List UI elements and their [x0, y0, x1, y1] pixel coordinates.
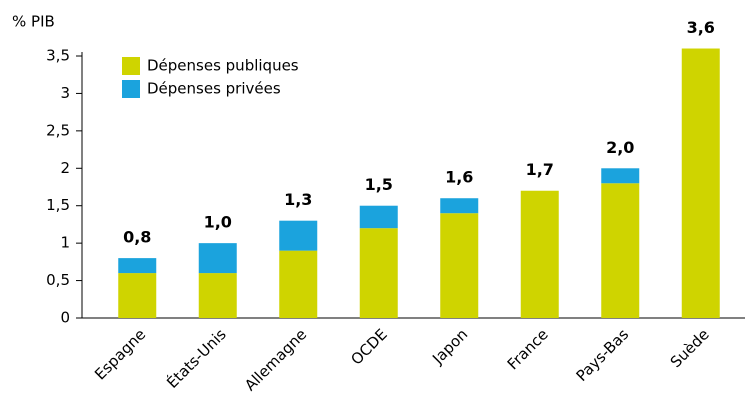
x-tick-label: Allemagne: [241, 325, 310, 394]
bar-segment: [601, 168, 640, 184]
y-tick-label: 3: [60, 84, 70, 102]
y-tick-label: 0,5: [46, 271, 70, 289]
bar-segment: [601, 183, 640, 318]
value-label: 2,0: [606, 138, 634, 157]
y-tick-label: 0: [60, 309, 70, 327]
bar-segment: [681, 48, 720, 319]
bar-segment: [279, 250, 318, 318]
x-tick-label: Pays-Bas: [573, 325, 633, 385]
y-tick-label: 1: [60, 234, 70, 252]
value-label: 1,0: [204, 213, 232, 232]
x-tick-label: Espagne: [91, 325, 149, 383]
y-axis-label: % PIB: [12, 13, 55, 31]
bar-segment: [520, 190, 559, 318]
y-tick-label: 3,5: [46, 47, 70, 65]
x-tick-label: Suède: [667, 325, 713, 371]
legend-label: Dépenses privées: [147, 80, 281, 98]
value-label: 1,3: [284, 190, 312, 209]
bar-segment: [359, 228, 398, 318]
legend-label: Dépenses publiques: [147, 57, 299, 75]
x-tick-label: France: [504, 325, 552, 373]
x-tick-label: OCDE: [347, 325, 390, 368]
bar-segment: [118, 258, 157, 274]
bar-segment: [198, 273, 237, 318]
bar-segment: [440, 198, 479, 214]
x-tick-label: Japon: [428, 325, 471, 368]
bar-segment: [440, 213, 479, 318]
x-tick-label: États-Unis: [162, 324, 229, 391]
value-label: 1,6: [445, 168, 473, 187]
value-label: 1,5: [365, 175, 393, 194]
bar-segment: [359, 205, 398, 229]
bar-segment: [279, 220, 318, 251]
value-label: 1,7: [526, 160, 554, 179]
value-label: 0,8: [123, 228, 151, 247]
legend-swatch: [122, 80, 140, 98]
y-tick-label: 2,5: [46, 121, 70, 139]
bar-segment: [198, 243, 237, 274]
legend-swatch: [122, 57, 140, 75]
y-tick-label: 2: [60, 159, 70, 177]
value-label: 3,6: [687, 18, 715, 37]
y-tick-label: 1,5: [46, 196, 70, 214]
bar-segment: [118, 273, 157, 318]
